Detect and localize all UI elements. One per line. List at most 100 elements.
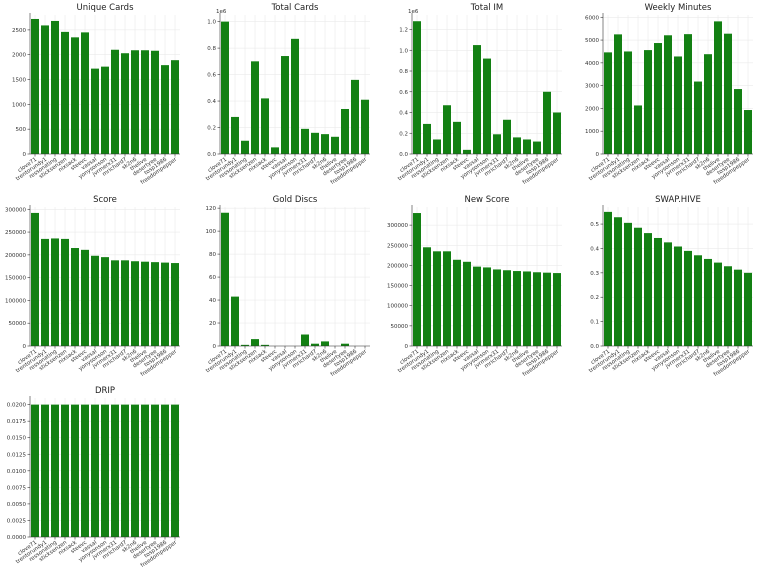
- bar: [151, 50, 159, 154]
- y-tick-label: 0.0050: [7, 502, 27, 508]
- bar: [71, 404, 79, 537]
- y-tick-label: 0.2: [399, 131, 408, 137]
- bar: [171, 263, 179, 346]
- y-tick-label: 0.0025: [7, 518, 27, 524]
- y-tick-label: 0.0150: [7, 436, 27, 442]
- bar: [61, 238, 69, 346]
- bar: [241, 140, 249, 154]
- y-tick-label: 300000: [5, 207, 26, 213]
- y-tick-label: 0.6: [207, 73, 216, 79]
- bar: [413, 21, 421, 155]
- bar: [311, 343, 319, 346]
- y-tick-label: 0.2: [590, 295, 599, 301]
- bar: [61, 31, 69, 154]
- bar: [91, 404, 99, 537]
- y-tick-label: 0.5: [590, 222, 599, 228]
- bar: [433, 139, 441, 154]
- y-tick-label: 0.0125: [7, 452, 27, 458]
- bar: [41, 25, 49, 154]
- y-tick-label: 1.2: [399, 28, 408, 34]
- chart-panel: 0.0000 0.0025 0.0050 0.0075 0.0100 0.0125 0.01…: [7, 386, 180, 569]
- bar: [81, 404, 89, 537]
- bar: [463, 261, 471, 346]
- bar: [543, 272, 551, 346]
- bar: [473, 266, 481, 346]
- bar: [81, 32, 89, 154]
- y-tick-label: 0.0175: [7, 419, 27, 425]
- panel-title: New Score: [464, 195, 509, 205]
- y-tick-label: 0.6: [399, 90, 408, 96]
- y-tick-label: 0.4: [590, 246, 599, 252]
- chart-panel: 0.00.20.40.60.81.0clove71trentorundy1res…: [205, 3, 370, 186]
- bar: [684, 34, 692, 154]
- bar: [291, 38, 299, 155]
- bar: [171, 404, 179, 537]
- bar: [121, 53, 129, 154]
- bar: [523, 139, 531, 154]
- y-tick-label: 500: [16, 127, 27, 133]
- bar: [443, 251, 451, 346]
- y-tick-label: 0: [405, 344, 409, 350]
- bar: [151, 404, 159, 537]
- y-tick-label: 20: [209, 321, 216, 327]
- bar: [503, 270, 511, 346]
- axis-exponent: 1e6: [408, 9, 419, 15]
- bar: [271, 147, 279, 154]
- bar: [361, 99, 369, 154]
- bar: [483, 267, 491, 346]
- bar: [31, 18, 39, 154]
- y-tick-label: 0.2: [207, 126, 216, 132]
- bar: [694, 255, 702, 346]
- bar: [131, 50, 139, 154]
- bar: [553, 273, 561, 346]
- panel-title: Gold Discs: [273, 195, 318, 205]
- y-tick-label: 100: [206, 229, 217, 235]
- bar: [714, 21, 722, 155]
- y-tick-label: 4000: [585, 61, 599, 67]
- bar: [744, 110, 752, 154]
- bar: [281, 56, 289, 154]
- y-tick-label: 0: [23, 152, 27, 158]
- panel-title: Weekly Minutes: [645, 3, 712, 13]
- bar: [121, 404, 129, 537]
- bar: [503, 119, 511, 154]
- bar: [614, 217, 622, 346]
- y-tick-label: 120: [206, 206, 217, 212]
- panel-title: SWAP.HIVE: [655, 195, 701, 205]
- bar: [321, 134, 329, 154]
- bar: [734, 89, 742, 154]
- bar: [513, 137, 521, 154]
- y-tick-label: 0.0: [399, 152, 408, 158]
- y-tick-label: 6000: [585, 15, 599, 21]
- bar: [664, 242, 672, 346]
- y-tick-label: 100000: [5, 298, 26, 304]
- bar: [734, 269, 742, 346]
- y-tick-label: 0.0200: [7, 403, 27, 409]
- bar: [604, 211, 612, 346]
- bar: [724, 33, 732, 155]
- bar: [301, 128, 309, 154]
- y-tick-label: 5000: [585, 38, 599, 44]
- bar: [704, 258, 712, 346]
- bar: [251, 61, 259, 155]
- bar: [241, 344, 249, 346]
- y-tick-label: 0.4: [207, 99, 216, 105]
- bar: [71, 248, 79, 346]
- y-tick-label: 0.8: [399, 69, 408, 75]
- bar: [473, 45, 481, 154]
- bar: [443, 105, 451, 154]
- bar: [553, 112, 561, 154]
- bar: [71, 37, 79, 154]
- bar: [141, 261, 149, 346]
- bar: [493, 134, 501, 154]
- y-tick-label: 0: [596, 152, 600, 158]
- bar: [604, 52, 612, 154]
- bar: [453, 121, 461, 154]
- panel-title: Unique Cards: [77, 3, 135, 13]
- bar: [101, 257, 109, 346]
- bar: [221, 212, 229, 346]
- panel-title: Total Cards: [271, 3, 319, 13]
- y-tick-label: 0.8: [207, 46, 216, 52]
- y-tick-label: 0: [23, 344, 27, 350]
